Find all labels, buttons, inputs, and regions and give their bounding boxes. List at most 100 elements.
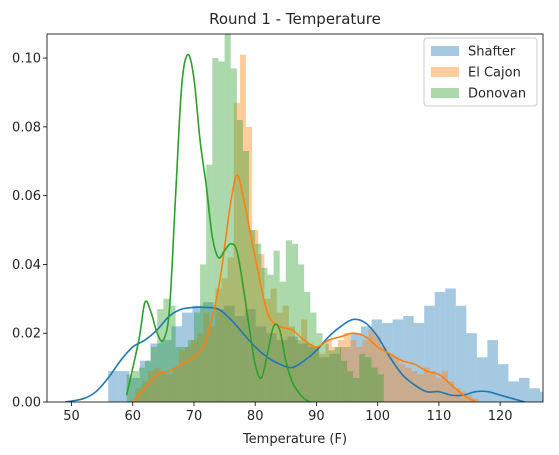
donovan-hist-bar [236,119,243,402]
shafter-hist-bar [455,305,467,402]
legend: Shafter El Cajon Donovan [423,37,538,107]
shafter-hist-bar [434,291,446,402]
shafter-hist-bar [108,371,119,402]
el-cajon-hist-bar [307,343,314,402]
shafter-hist-bar [413,322,425,402]
el-cajon-hist-bar [246,126,253,402]
el-cajon-hist-bar [460,391,467,402]
x-axis-ticks: 50 60 70 80 90 100 110 120 [63,402,513,424]
el-cajon-hist-bar [313,346,320,402]
donovan-hist-bar [200,264,207,402]
el-cajon-hist-bar [350,340,357,402]
el-cajon-hist-bar [331,346,338,402]
x-axis-title: Temperature (F) [242,432,347,447]
donovan-hist-bar [144,360,152,402]
el-cajon-hist-bar [288,326,295,402]
donovan-hist-bar [206,164,213,402]
shafter-hist-bar [213,309,225,402]
el-cajon-kde-line [132,174,477,402]
chart-title: Round 1 - Temperature [209,10,381,28]
donovan-hist-bar [365,357,372,402]
el-cajon-hist-bar [429,371,436,402]
el-cajon-hist-bar [178,350,185,402]
el-cajon-hist-bar [276,312,283,402]
donovan-kde-line [125,53,311,402]
legend-box [423,37,538,107]
el-cajon-hist-bar [411,371,418,402]
x-tick-label: 60 [124,409,141,424]
el-cajon-hist-bar [197,333,204,402]
shafter-hist-bar [160,340,172,402]
donovan-hist-bar [298,264,305,402]
y-axis-ticks: 0.00 0.02 0.04 0.06 0.08 0.10 [12,52,47,411]
donovan-hist-bar [377,374,384,402]
el-cajon-hist-bar [356,346,363,402]
el-cajon-hist-bar [380,346,387,402]
donovan-hist-bar [181,346,188,402]
el-cajon-hist-bar [227,257,234,402]
shafter-hist-bar [476,357,488,402]
el-cajon-hist-bar [154,367,161,402]
el-cajon-hist-bar [295,340,302,402]
shafter-legend-swatch [431,46,459,56]
donovan-legend-label: Donovan [468,87,526,102]
shafter-hist-bar [329,353,340,402]
el-cajon-hist-bar [399,364,406,402]
donovan-hist-bar [340,360,348,402]
el-cajon-hist-bar [209,326,216,402]
y-tick-label: 0.00 [12,396,41,411]
el-cajon-hist-bar [252,230,259,402]
x-tick-label: 100 [365,409,390,424]
shafter-hist-bar [361,326,372,402]
el-cajon-hist-bar [472,398,479,402]
y-tick-label: 0.08 [12,120,41,135]
donovan-hist-bar [230,68,237,402]
shafter-hist-bar [350,333,362,402]
donovan-hist-bar [193,312,201,402]
shafter-hist-bar [497,364,509,402]
donovan-hist-bar [359,353,366,402]
donovan-hist-bar [371,367,378,402]
el-cajon-hist-bar [435,377,442,402]
el-cajon-hist-bar [386,353,393,402]
shafter-hist-bar [276,340,288,402]
el-cajon-hist-bar [184,346,191,402]
shafter-hist-bar [371,319,383,402]
shafter-hist-bar [382,322,393,402]
shafter-hist-bar [150,343,161,402]
shafter-hist-bar [118,371,130,402]
el-cajon-hist-bar [141,381,149,402]
donovan-hist-bar [187,340,194,402]
kde-curves [65,53,525,402]
el-cajon-hist-bar [423,367,430,402]
x-tick-label: 50 [63,409,80,424]
donovan-hist-bar [291,243,299,402]
donovan-hist-bar [151,346,158,402]
shafter-hist-bar [266,333,277,402]
el-cajon-hist-bar [337,340,344,402]
donovan-hist-bar [132,371,139,402]
el-cajon-legend-swatch [431,67,459,77]
donovan-hist-bar [242,150,250,402]
donovan-hist-bar [157,309,164,402]
el-cajon-hist-bar [190,340,198,402]
el-cajon-hist-bar [270,288,277,402]
shafter-hist-bar [339,346,351,402]
el-cajon-hist-bar [215,288,222,402]
donovan-hist-bar [334,346,341,402]
y-tick-label: 0.04 [12,258,41,273]
shafter-legend-label: Shafter [468,45,516,60]
donovan-hist-bar [163,298,170,402]
shafter-hist-bar [224,305,235,402]
x-tick-label: 110 [426,409,451,424]
el-cajon-hist-bar [221,278,228,402]
donovan-hist-bar [175,346,182,402]
x-tick-label: 90 [308,409,325,424]
el-cajon-hist-bar [319,353,326,402]
el-cajon-hist-bar [160,371,167,402]
el-cajon-hist-bar [166,374,173,402]
donovan-hist-bar [310,312,317,402]
donovan-hist-bar [322,343,329,402]
el-cajon-hist-bar [282,305,289,402]
